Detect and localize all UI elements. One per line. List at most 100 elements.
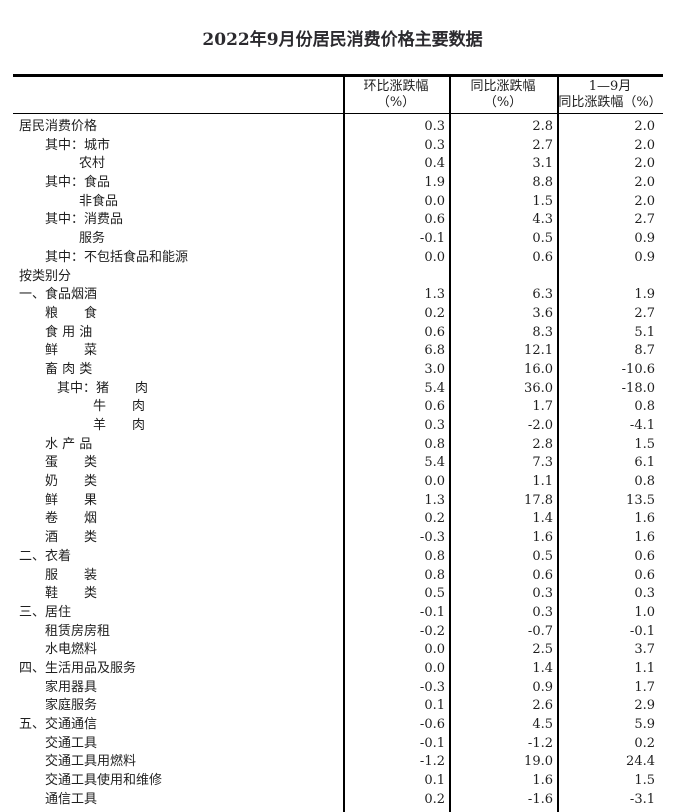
table-row: 蛋 类 5.4 7.3 6.1 <box>13 454 663 473</box>
yoy-value: 2.6 <box>532 698 553 714</box>
table-row: 租赁房房租 -0.2 -0.7 -0.1 <box>13 623 663 642</box>
ytd-value: 2.0 <box>634 175 655 191</box>
yoy-value: 2.8 <box>532 436 553 452</box>
mom-value: 0.3 <box>424 119 445 134</box>
mom-value: -0.2 <box>419 623 445 639</box>
mom-value: 0.0 <box>424 660 445 676</box>
row-label: 畜 肉 类 <box>45 361 93 377</box>
table-row: 四、生活用品及服务 0.0 1.4 1.1 <box>13 660 663 679</box>
mom-value: 0.2 <box>424 791 445 807</box>
ytd-value: 1.5 <box>634 436 655 452</box>
mom-value: -0.1 <box>419 735 445 751</box>
column-header-line: 环比涨跌幅 <box>363 79 429 94</box>
row-label: 四、生活用品及服务 <box>19 660 137 676</box>
table-row: 服务 -0.1 0.5 0.9 <box>13 230 663 249</box>
row-label: 二、衣着 <box>19 548 72 564</box>
ytd-value: 2.0 <box>634 137 655 153</box>
yoy-value: 16.0 <box>524 361 553 377</box>
column-header-line: 1—9月 <box>588 79 632 94</box>
table-row: 居民消费价格 0.3 2.8 2.0 <box>13 118 663 137</box>
mom-value: 0.8 <box>424 567 445 583</box>
yoy-value: 8.3 <box>532 324 553 340</box>
mom-value: 1.9 <box>424 175 445 191</box>
mom-value: 0.2 <box>424 305 445 321</box>
table-row: 其中：猪 肉 5.4 36.0 -18.0 <box>13 380 663 399</box>
row-label: 其中：消费品 <box>45 212 124 228</box>
mom-value: 0.1 <box>424 773 445 789</box>
ytd-value: 1.5 <box>634 773 655 789</box>
table-row: 五、交通通信 -0.6 4.5 5.9 <box>13 716 663 735</box>
row-label: 其中：猪 肉 <box>57 380 149 396</box>
ytd-value: 0.8 <box>634 399 655 415</box>
yoy-value: 1.4 <box>532 660 553 676</box>
yoy-value: 4.5 <box>532 717 553 732</box>
row-label: 五、交通通信 <box>19 717 98 732</box>
ytd-value: 3.7 <box>634 642 655 658</box>
yoy-value: 1.6 <box>532 773 553 789</box>
row-label: 其中：城市 <box>45 137 111 153</box>
mom-value: -0.6 <box>419 717 445 732</box>
column-header-line: 同比涨跌幅 <box>470 79 536 94</box>
table-row: 家庭服务 0.1 2.6 2.9 <box>13 697 663 716</box>
table-row: 水 产 品 0.8 2.8 1.5 <box>13 436 663 455</box>
mom-value: 0.1 <box>424 698 445 714</box>
table-row: 二、衣着 0.8 0.5 0.6 <box>13 548 663 567</box>
table-row: 按类别分 <box>13 268 663 287</box>
row-label: 粮 食 <box>45 305 98 321</box>
cpi-table: 环比涨跌幅 （%） 同比涨跌幅 （%） 1—9月 同比涨跌幅（%） 居民消费价格… <box>13 74 663 812</box>
table-row: 鲜 菜 6.8 12.1 8.7 <box>13 342 663 361</box>
ytd-value: 1.6 <box>634 530 655 546</box>
ytd-value: 2.0 <box>634 193 655 209</box>
table-row: 一、食品烟酒 1.3 6.3 1.9 <box>13 286 663 305</box>
table-row: 其中：消费品 0.6 4.3 2.7 <box>13 211 663 230</box>
row-label: 卷 烟 <box>45 511 98 527</box>
ytd-value: 24.4 <box>626 754 655 770</box>
mom-value: 0.6 <box>424 399 445 415</box>
mom-value: 3.0 <box>424 361 445 377</box>
row-label: 奶 类 <box>45 474 98 490</box>
mom-value: 0.3 <box>424 137 445 153</box>
mom-value: -0.3 <box>419 530 445 546</box>
row-label: 非食品 <box>79 193 119 209</box>
table-row: 农村 0.4 3.1 2.0 <box>13 155 663 174</box>
table-row: 其中：食品 1.9 8.8 2.0 <box>13 174 663 193</box>
row-label: 一、食品烟酒 <box>19 287 98 303</box>
table-row: 家用器具 -0.3 0.9 1.7 <box>13 679 663 698</box>
ytd-value: -4.1 <box>629 418 655 433</box>
yoy-value: -1.6 <box>527 791 553 807</box>
mom-value: 0.8 <box>424 548 445 564</box>
mom-value: 1.3 <box>424 287 445 303</box>
row-label: 家用器具 <box>45 679 98 695</box>
mom-value: 5.4 <box>424 380 445 396</box>
row-label: 蛋 类 <box>45 455 98 471</box>
yoy-value: 7.3 <box>532 455 553 471</box>
ytd-value: 1.9 <box>634 287 655 303</box>
ytd-value: 1.0 <box>634 604 655 620</box>
yoy-value: 12.1 <box>524 343 553 359</box>
ytd-value: 0.6 <box>634 548 655 564</box>
mom-value: 5.4 <box>424 455 445 471</box>
row-label: 交通工具用燃料 <box>45 754 137 770</box>
row-label: 其中：食品 <box>45 175 111 191</box>
column-header-mom: 环比涨跌幅 （%） <box>343 77 449 113</box>
row-label: 家庭服务 <box>45 698 98 714</box>
row-label: 交通工具 <box>45 735 98 751</box>
yoy-value: 4.3 <box>532 212 553 228</box>
ytd-value: 0.9 <box>634 249 655 265</box>
yoy-value: -0.7 <box>527 623 553 639</box>
ytd-value: 5.1 <box>634 324 655 340</box>
row-label: 服 装 <box>45 567 98 583</box>
table-row: 其中：城市 0.3 2.7 2.0 <box>13 137 663 156</box>
yoy-value: 0.5 <box>532 548 553 564</box>
table-body: 居民消费价格 0.3 2.8 2.0 其中：城市 0.3 2.7 2.0 农村 0.4 3.1 2.0… <box>13 114 663 812</box>
mom-value: -0.1 <box>419 604 445 620</box>
yoy-value: 0.6 <box>532 249 553 265</box>
row-label: 交通工具使用和维修 <box>45 773 163 789</box>
yoy-value: 1.4 <box>532 511 553 527</box>
ytd-value: -0.1 <box>629 623 655 639</box>
row-label: 通信工具 <box>45 791 98 807</box>
column-divider <box>449 76 451 812</box>
mom-value: -0.1 <box>419 231 445 247</box>
ytd-value: 0.8 <box>634 474 655 490</box>
